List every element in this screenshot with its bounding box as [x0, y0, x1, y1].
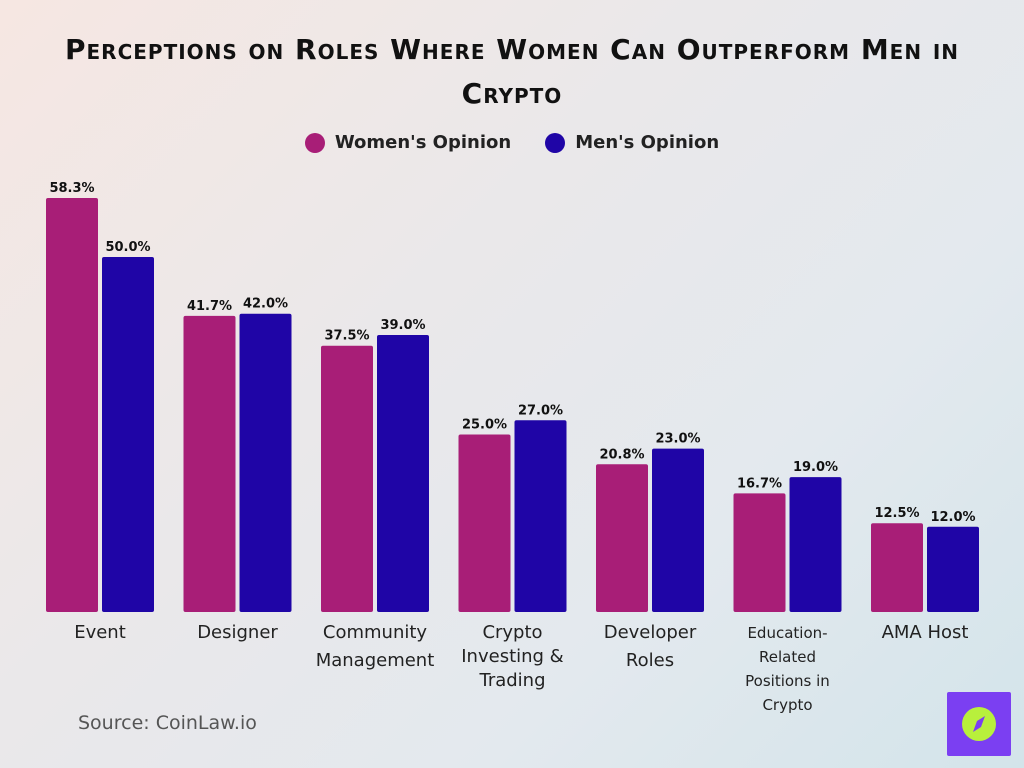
legend-item-women: Women's Opinion: [304, 132, 512, 153]
data-label-men-4: 23.0%: [655, 432, 700, 447]
bar-men-0: [102, 256, 154, 612]
chart-legend: Women's Opinion Men's Opinion: [0, 132, 1024, 153]
bar-women-6: [871, 523, 923, 612]
bar-men-4: [652, 448, 704, 612]
compass-icon: [962, 707, 996, 741]
data-label-women-2: 37.5%: [324, 329, 369, 344]
bar-women-1: [183, 315, 236, 612]
bar-men-5: [789, 477, 842, 612]
data-label-men-3: 27.0%: [518, 403, 563, 418]
legend-label-women: Women's Opinion: [334, 132, 512, 153]
category-label-2: Community Management: [316, 622, 435, 671]
category-label-5: Education-Related Positions in Crypto: [745, 624, 830, 714]
data-label-women-1: 41.7%: [187, 299, 232, 314]
data-label-women-5: 16.7%: [737, 476, 782, 491]
data-label-men-5: 19.0%: [793, 460, 838, 475]
legend-swatch-women: [304, 132, 325, 153]
data-label-women-0: 58.3%: [49, 181, 94, 196]
data-label-men-1: 42.0%: [243, 297, 288, 312]
legend-swatch-men: [545, 132, 566, 153]
chart-title: Perceptions on Roles Where Women Can Out…: [64, 33, 960, 110]
category-label-0: Event: [74, 622, 126, 643]
data-label-women-3: 25.0%: [462, 417, 507, 432]
category-label-3: Crypto Investing & Trading: [461, 622, 563, 691]
legend-item-men: Men's Opinion: [545, 132, 719, 153]
data-label-men-6: 12.0%: [930, 510, 975, 525]
bar-women-3: [458, 434, 511, 612]
bar-women-2: [321, 345, 373, 612]
data-label-men-0: 50.0%: [105, 240, 150, 255]
bar-women-0: [46, 198, 98, 612]
category-label-1: Designer: [197, 622, 278, 643]
category-label-6: AMA Host: [882, 622, 969, 643]
data-label-women-6: 12.5%: [874, 506, 919, 521]
source-label: Source: CoinLaw.io: [78, 712, 257, 734]
bar-men-6: [927, 526, 979, 612]
bar-women-5: [733, 493, 786, 612]
data-label-men-2: 39.0%: [380, 318, 425, 333]
data-label-women-4: 20.8%: [599, 447, 644, 462]
category-label-4: Developer Roles: [604, 622, 697, 671]
brand-badge: [947, 692, 1011, 756]
bar-men-1: [239, 313, 292, 612]
bar-men-2: [377, 335, 429, 612]
legend-label-men: Men's Opinion: [575, 132, 720, 153]
bar-women-4: [596, 464, 648, 612]
bar-men-3: [514, 420, 567, 612]
